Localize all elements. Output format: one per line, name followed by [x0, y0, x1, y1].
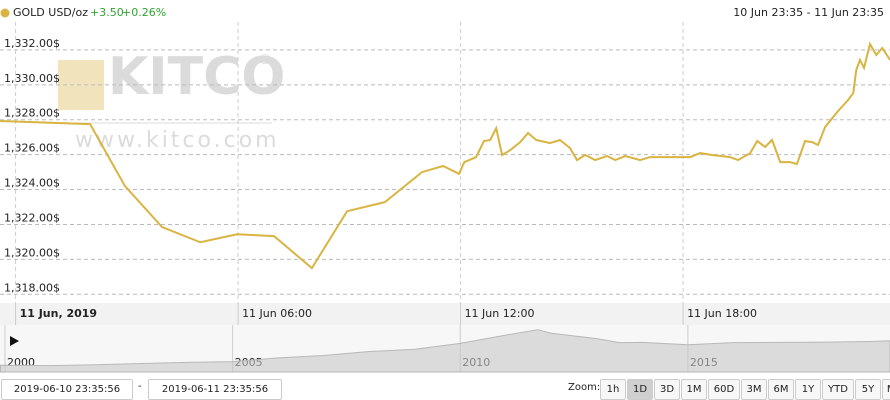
- zoom-label: Zoom:: [568, 382, 601, 393]
- chart: KITCO ® www.kitco.com GOLD USD/oz +3.50 …: [0, 6, 890, 373]
- change: +3.50: [90, 6, 124, 19]
- watermark-brand: KITCO: [108, 47, 285, 107]
- watermark-registered: ®: [258, 52, 272, 68]
- legend-label[interactable]: GOLD USD/oz: [13, 6, 88, 19]
- watermark: KITCO ® www.kitco.com: [58, 47, 285, 153]
- zoom-button[interactable]: 3D: [654, 379, 680, 400]
- y-tick-label: 1,324.00$: [4, 177, 60, 190]
- zoom-button[interactable]: 5Y: [855, 379, 881, 400]
- zoom-button[interactable]: MAX: [882, 379, 890, 400]
- x-tick-label: 11 Jun 12:00: [465, 307, 535, 320]
- zoom-button[interactable]: 1Y: [795, 379, 821, 400]
- x-tick-label: 11 Jun 18:00: [687, 307, 757, 320]
- zoom-button[interactable]: 3M: [741, 379, 767, 400]
- zoom-button[interactable]: YTD: [822, 379, 854, 400]
- navigator-area: [0, 329, 890, 373]
- change-percent: +0.26%: [122, 6, 166, 19]
- y-tick-label: 1,330.00$: [4, 72, 60, 85]
- y-tick-label: 1,328.00$: [4, 107, 60, 120]
- zoom-button[interactable]: 1M: [681, 379, 707, 400]
- x-axis-band: [0, 303, 890, 325]
- y-tick-label: 1,322.00$: [4, 211, 60, 224]
- zoom-button[interactable]: 1h: [600, 379, 626, 400]
- range-selector: 2019-06-10 23:35:56 - 2019-06-11 23:35:5…: [0, 379, 890, 400]
- x-tick-label: 11 Jun 06:00: [242, 307, 312, 320]
- y-tick-label: 1,320.00$: [4, 246, 60, 259]
- date-range: 10 Jun 23:35 - 11 Jun 23:35: [733, 6, 884, 19]
- price-line: [0, 41, 890, 270]
- y-tick-label: 1,326.00$: [4, 142, 60, 155]
- y-tick-label: 1,332.00$: [4, 37, 60, 50]
- date-to[interactable]: 2019-06-11 23:35:56: [148, 379, 282, 400]
- date-from[interactable]: 2019-06-10 23:35:56: [1, 379, 133, 400]
- legend-marker: [0, 8, 10, 18]
- zoom-button[interactable]: 60D: [708, 379, 740, 400]
- date-separator: -: [138, 381, 142, 392]
- watermark-url: www.kitco.com: [75, 128, 280, 153]
- play-button[interactable]: [10, 336, 19, 346]
- x-tick-label: 11 Jun, 2019: [20, 307, 98, 320]
- zoom-button[interactable]: 6M: [768, 379, 794, 400]
- zoom-button[interactable]: 1D: [627, 379, 653, 400]
- y-tick-label: 1,318.00$: [4, 281, 60, 294]
